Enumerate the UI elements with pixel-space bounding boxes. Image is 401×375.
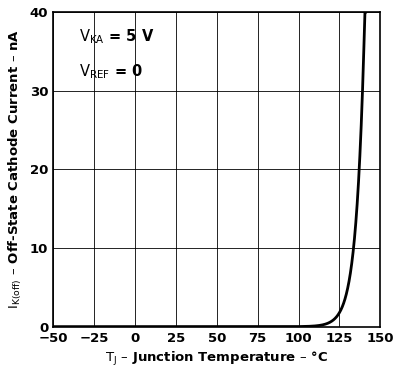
X-axis label: $\mathsf{T_J}$ – Junction Temperature – °C: $\mathsf{T_J}$ – Junction Temperature – … [105,350,328,368]
Text: $\mathsf{V_{KA}}$ = 5 V: $\mathsf{V_{KA}}$ = 5 V [79,28,155,46]
Text: $\mathsf{V_{REF}}$ = 0: $\mathsf{V_{REF}}$ = 0 [79,62,144,81]
Y-axis label: $\mathsf{I_{K(off)}}$ – Off-State Cathode Current – nA: $\mathsf{I_{K(off)}}$ – Off-State Cathod… [7,29,24,309]
